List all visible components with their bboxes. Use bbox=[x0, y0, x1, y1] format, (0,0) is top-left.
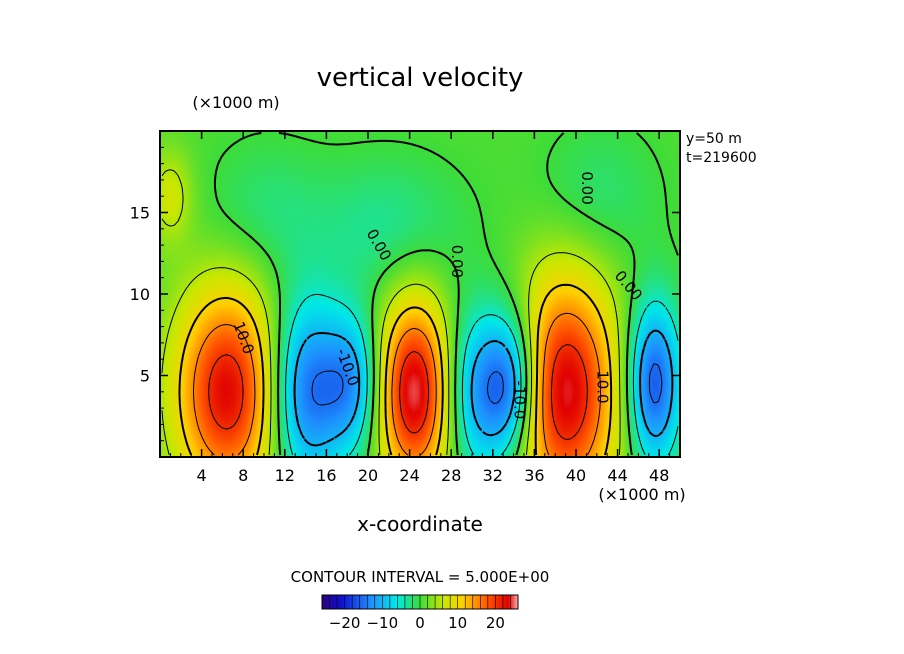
annotation-line-1: y=50 m bbox=[686, 131, 742, 147]
y-tick-label: 15 bbox=[130, 204, 150, 223]
x-tick-label: 12 bbox=[275, 466, 295, 485]
contour-level bbox=[293, 329, 674, 447]
x-tick-label: 20 bbox=[358, 466, 378, 485]
contour-interval-label: CONTOUR INTERVAL = 5.000E+00 bbox=[291, 568, 550, 586]
colorbar-tick-label: 10 bbox=[448, 614, 467, 632]
colorbar-ticks: −20 −10 0 10 20 bbox=[329, 595, 511, 632]
contour-label: -10.0 bbox=[510, 381, 528, 420]
x-tick-label: 32 bbox=[483, 466, 503, 485]
contour-level bbox=[161, 169, 621, 456]
y-unit-label: (×1000 m) bbox=[192, 93, 279, 112]
x-tick-label: 24 bbox=[399, 466, 419, 485]
x-tick-label: 48 bbox=[649, 466, 669, 485]
x-tick-label: 40 bbox=[566, 466, 586, 485]
contour-level bbox=[213, 132, 679, 456]
heatmap-image bbox=[160, 131, 680, 457]
heatmap-field bbox=[160, 131, 680, 457]
colorbar-tick-label: 0 bbox=[415, 614, 425, 632]
x-tick-label: 4 bbox=[197, 466, 207, 485]
x-tick-label: 28 bbox=[441, 466, 461, 485]
x-tick-label: 36 bbox=[524, 466, 544, 485]
contour-level bbox=[285, 293, 679, 456]
contour-level bbox=[208, 344, 588, 440]
colorbar-tick-label: −10 bbox=[366, 614, 398, 632]
contour-level bbox=[193, 312, 601, 456]
x-axis-ticks: 4 8 12 16 20 24 28 32 36 40 44 48 bbox=[169, 131, 671, 485]
contour-level bbox=[311, 363, 663, 406]
y-axis-ticks: 5 10 15 bbox=[130, 146, 680, 442]
annotation-line-2: t=219600 bbox=[686, 150, 757, 166]
colorbar-tick-label: −20 bbox=[329, 614, 361, 632]
x-axis-title: x-coordinate bbox=[357, 512, 483, 536]
contour-label: 0.00 bbox=[448, 245, 466, 278]
colorbar-tick-label: 20 bbox=[486, 614, 505, 632]
x-unit-label: (×1000 m) bbox=[598, 485, 685, 504]
y-tick-label: 10 bbox=[130, 285, 150, 304]
contour-level bbox=[178, 283, 613, 456]
x-tick-label: 8 bbox=[238, 466, 248, 485]
contour-label: 10.0 bbox=[594, 370, 612, 403]
contour-label: 0.00 bbox=[578, 171, 596, 204]
chart-title: vertical velocity bbox=[317, 63, 524, 93]
contour-lines bbox=[161, 132, 679, 456]
y-tick-label: 5 bbox=[140, 367, 150, 386]
x-tick-label: 44 bbox=[607, 466, 627, 485]
x-tick-label: 16 bbox=[316, 466, 336, 485]
